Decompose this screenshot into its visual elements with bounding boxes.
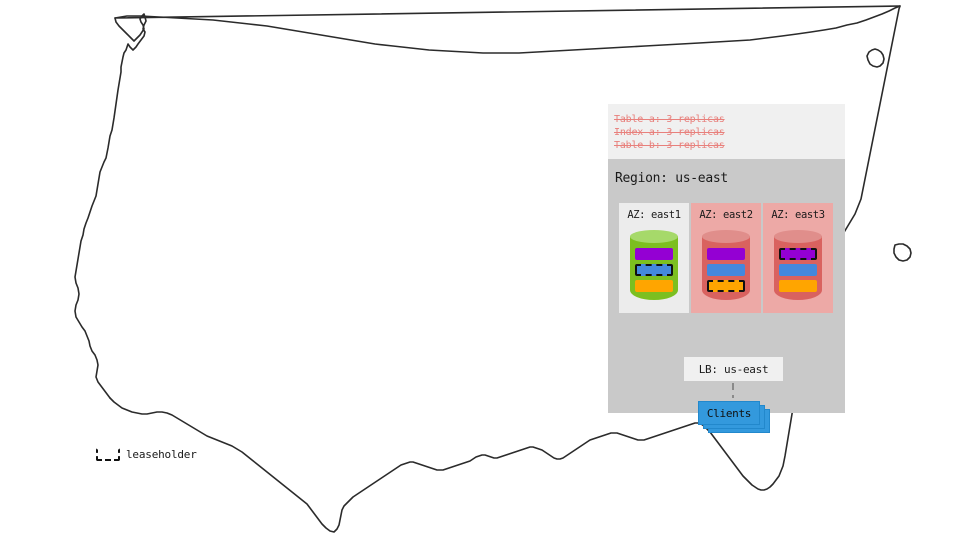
legend-line-index-a: Index a: 3 replicas: [614, 127, 725, 138]
legend-line-table-b: Table b: 3 replicas: [614, 140, 725, 151]
connector-segment: [732, 383, 734, 390]
cylinder-top: [774, 230, 822, 243]
leaseholder-legend: leaseholder: [96, 448, 197, 461]
range-table-a: [707, 248, 745, 260]
range-table-a: [635, 248, 673, 260]
range-table-b: [635, 280, 673, 292]
az-title-east2: AZ: east2: [699, 209, 753, 221]
availability-zone-row: AZ: east1 AZ: east2: [619, 203, 833, 313]
az-panel-east1[interactable]: AZ: east1: [619, 203, 689, 313]
range-index-a: [635, 264, 673, 276]
az-panel-east2[interactable]: AZ: east2: [691, 203, 761, 313]
legend-line-table-a: Table a: 3 replicas: [614, 114, 725, 125]
node-cylinder-east3: [774, 230, 822, 300]
range-list-east3: [779, 248, 817, 292]
replica-legend: Table a: 3 replicas Index a: 3 replicas …: [608, 104, 845, 159]
clients-stack[interactable]: Clients: [698, 401, 770, 435]
az-title-east3: AZ: east3: [771, 209, 825, 221]
range-table-a: [779, 248, 817, 260]
leaseholder-legend-label: leaseholder: [126, 448, 197, 461]
node-cylinder-east2: [702, 230, 750, 300]
cylinder-top: [630, 230, 678, 243]
leaseholder-swatch-icon: [96, 448, 120, 461]
cylinder-top: [702, 230, 750, 243]
region-panel: Table a: 3 replicas Index a: 3 replicas …: [608, 104, 845, 433]
lb-clients-connector: [732, 383, 734, 401]
az-title-east1: AZ: east1: [627, 209, 681, 221]
az-panel-east3[interactable]: AZ: east3: [763, 203, 833, 313]
region-title: Region: us-east: [615, 171, 728, 186]
node-cylinder-east1: [630, 230, 678, 300]
clients-label: Clients: [698, 401, 760, 425]
range-table-b: [707, 280, 745, 292]
range-table-b: [779, 280, 817, 292]
range-index-a: [779, 264, 817, 276]
load-balancer-box[interactable]: LB: us-east: [684, 357, 783, 381]
region-body: Region: us-east AZ: east1 AZ: east2: [608, 159, 845, 433]
range-list-east2: [707, 248, 745, 292]
connector-segment: [732, 395, 734, 398]
range-list-east1: [635, 248, 673, 292]
range-index-a: [707, 264, 745, 276]
